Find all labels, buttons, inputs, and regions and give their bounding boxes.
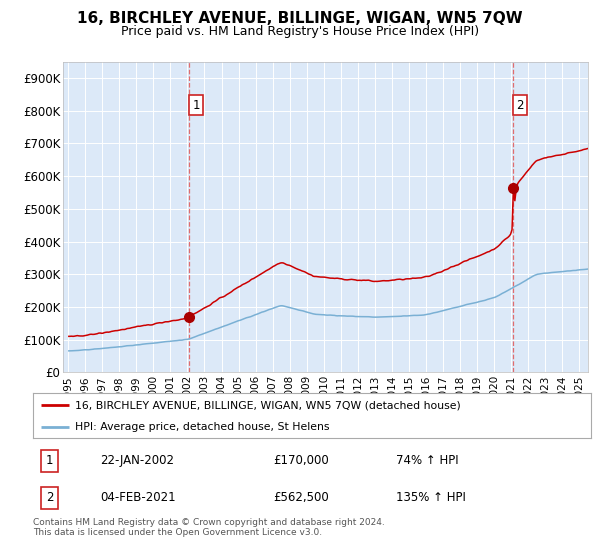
Text: 22-JAN-2002: 22-JAN-2002 — [100, 454, 174, 468]
Text: 74% ↑ HPI: 74% ↑ HPI — [396, 454, 458, 468]
Text: 2: 2 — [517, 99, 524, 111]
Text: 1: 1 — [46, 454, 53, 468]
Text: HPI: Average price, detached house, St Helens: HPI: Average price, detached house, St H… — [75, 422, 329, 432]
Text: 16, BIRCHLEY AVENUE, BILLINGE, WIGAN, WN5 7QW: 16, BIRCHLEY AVENUE, BILLINGE, WIGAN, WN… — [77, 11, 523, 26]
Text: Contains HM Land Registry data © Crown copyright and database right 2024.
This d: Contains HM Land Registry data © Crown c… — [33, 518, 385, 538]
Text: Price paid vs. HM Land Registry's House Price Index (HPI): Price paid vs. HM Land Registry's House … — [121, 25, 479, 38]
Text: 135% ↑ HPI: 135% ↑ HPI — [396, 491, 466, 505]
Text: £170,000: £170,000 — [273, 454, 329, 468]
Text: 16, BIRCHLEY AVENUE, BILLINGE, WIGAN, WN5 7QW (detached house): 16, BIRCHLEY AVENUE, BILLINGE, WIGAN, WN… — [75, 400, 461, 410]
Text: £562,500: £562,500 — [273, 491, 329, 505]
Text: 04-FEB-2021: 04-FEB-2021 — [100, 491, 176, 505]
Text: 2: 2 — [46, 491, 53, 505]
Text: 1: 1 — [193, 99, 200, 111]
